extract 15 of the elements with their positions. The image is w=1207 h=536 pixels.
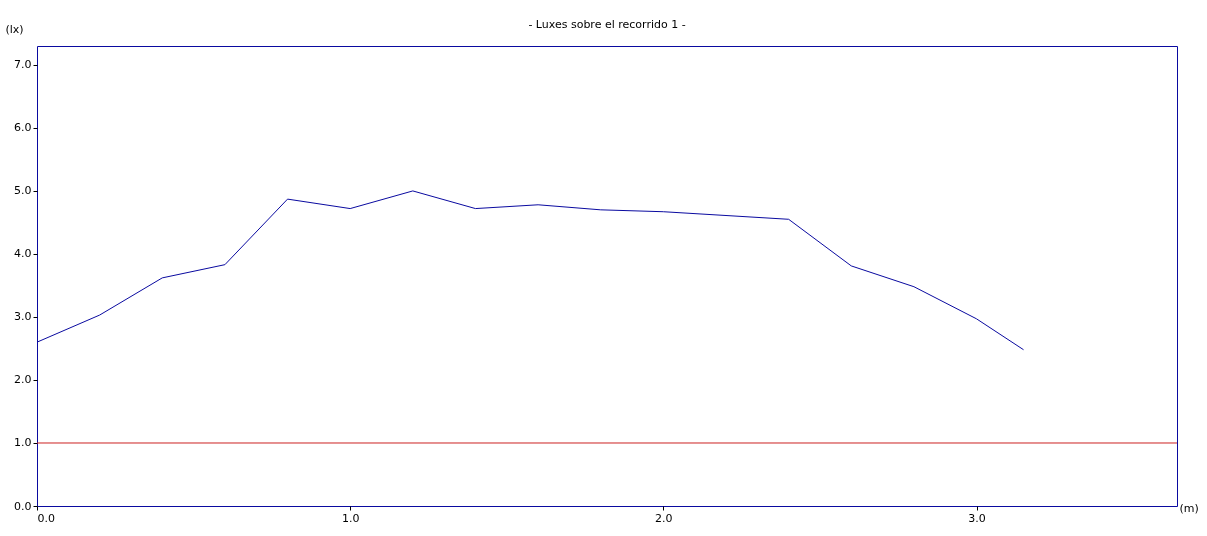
- y-tick-label: 6.0: [14, 121, 32, 135]
- x-tick-label: 1.0: [341, 511, 360, 525]
- chart-title: - Luxes sobre el recorrido 1 -: [528, 18, 686, 31]
- y-tick-label: 2.0: [14, 373, 32, 387]
- y-tick-label: 4.0: [14, 247, 32, 261]
- y-tick-label: 7.0: [14, 58, 32, 72]
- x-tick-label: 0.0: [37, 511, 55, 525]
- y-tick-label: 0.0: [14, 499, 32, 513]
- x-axis-title: (m): [1179, 501, 1199, 515]
- y-tick-label: 5.0: [14, 184, 32, 198]
- y-axis-title: (lx): [5, 22, 24, 36]
- y-tick-label: 1.0: [14, 436, 32, 450]
- x-tick-label: 3.0: [968, 511, 986, 525]
- y-tick-label: 3.0: [14, 310, 32, 324]
- x-tick-label: 2.0: [655, 511, 673, 525]
